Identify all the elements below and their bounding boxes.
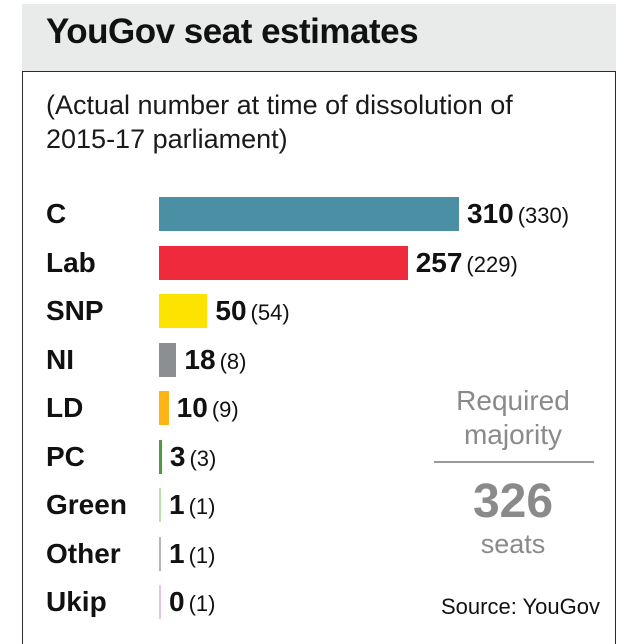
seat-estimate: 10	[176, 392, 208, 423]
actual-seats: (1)	[188, 494, 216, 519]
data-label: 257 (229)	[416, 246, 518, 280]
data-label: 10 (9)	[177, 391, 239, 425]
seat-estimate: 310	[467, 198, 514, 229]
data-label: 3 (3)	[170, 440, 216, 474]
data-label: 0 (1)	[169, 585, 215, 619]
category-label: Lab	[46, 246, 96, 278]
seat-estimate: 0	[169, 586, 185, 617]
bar	[159, 585, 161, 619]
bar	[159, 391, 169, 425]
bar	[159, 439, 162, 474]
required-majority-value: 326	[472, 475, 554, 528]
header-band	[22, 4, 616, 72]
source-note: Source: YouGov	[440, 594, 600, 619]
data-label: 1 (1)	[169, 488, 215, 522]
actual-seats: (229)	[466, 251, 518, 277]
actual-seats: (54)	[250, 300, 290, 325]
category-label: Other	[46, 537, 121, 569]
bar	[159, 197, 459, 231]
required-majority-label: Required majority	[456, 385, 570, 450]
chart-title: YouGov seat estimates	[46, 12, 419, 51]
bar	[159, 245, 408, 280]
category-label: PC	[46, 440, 85, 472]
required-majority-divider	[434, 461, 594, 463]
chart-subtitle: (Actual number at time of dissolution of…	[46, 90, 513, 154]
seat-estimate: 18	[184, 343, 216, 375]
bar	[159, 488, 161, 522]
data-label: 18 (8)	[184, 343, 246, 377]
bar	[159, 342, 177, 377]
required-majority-unit: seats	[480, 529, 546, 559]
category-label: C	[46, 198, 67, 229]
bar	[159, 294, 208, 328]
category-label: SNP	[46, 295, 104, 326]
category-label: Ukip	[46, 586, 107, 617]
actual-seats: (1)	[188, 542, 216, 568]
data-label: 310 (330)	[467, 197, 569, 231]
seat-estimate: 3	[169, 440, 186, 472]
actual-seats: (9)	[211, 397, 239, 422]
category-label: LD	[46, 392, 84, 423]
category-label: NI	[46, 343, 74, 375]
seat-estimate: 1	[169, 489, 185, 520]
actual-seats: (8)	[219, 348, 247, 374]
seat-estimate: 50	[215, 295, 247, 326]
actual-seats: (1)	[188, 591, 216, 616]
actual-seats: (3)	[189, 445, 217, 471]
bar	[159, 536, 161, 571]
data-label: 50 (54)	[215, 294, 289, 328]
chart-frame	[22, 4, 616, 644]
seat-estimate: 257	[415, 246, 463, 278]
data-label: 1 (1)	[169, 537, 215, 571]
seat-estimate: 1	[169, 537, 185, 569]
actual-seats: (330)	[517, 203, 570, 228]
category-label: Green	[46, 489, 127, 520]
